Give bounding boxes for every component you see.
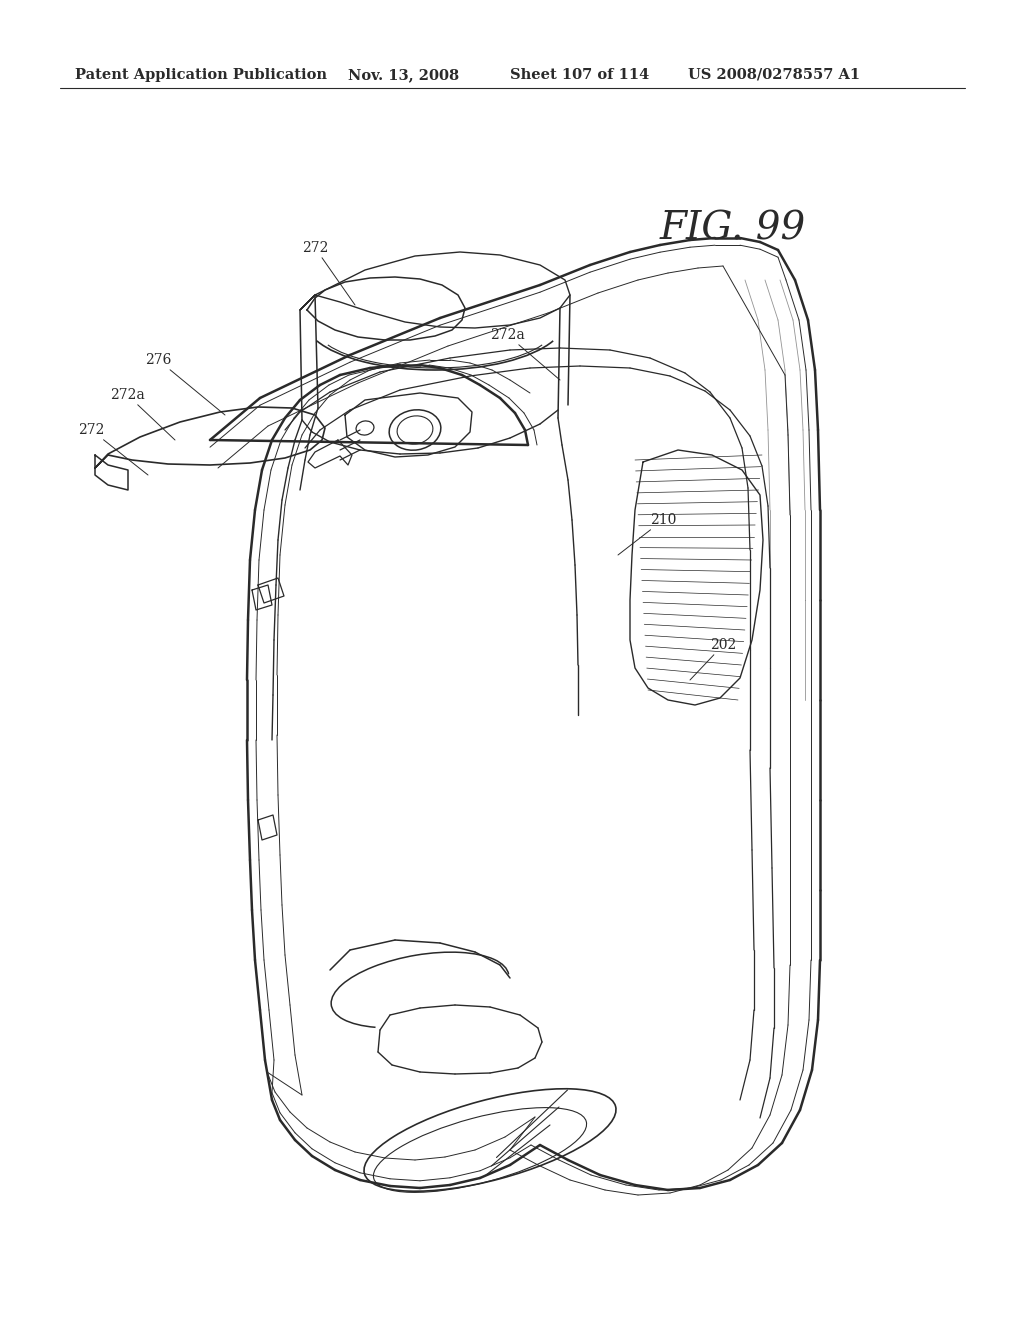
Text: Patent Application Publication: Patent Application Publication: [75, 69, 327, 82]
Text: 272a: 272a: [490, 327, 560, 380]
Text: 272: 272: [302, 242, 355, 305]
Text: 210: 210: [618, 513, 677, 554]
Text: 272: 272: [78, 422, 148, 475]
Text: Nov. 13, 2008: Nov. 13, 2008: [348, 69, 459, 82]
Text: Sheet 107 of 114: Sheet 107 of 114: [510, 69, 649, 82]
Text: US 2008/0278557 A1: US 2008/0278557 A1: [688, 69, 860, 82]
Text: 272a: 272a: [110, 388, 175, 440]
Text: FIG. 99: FIG. 99: [660, 210, 806, 247]
Text: 276: 276: [145, 352, 225, 414]
Text: 202: 202: [690, 638, 736, 680]
